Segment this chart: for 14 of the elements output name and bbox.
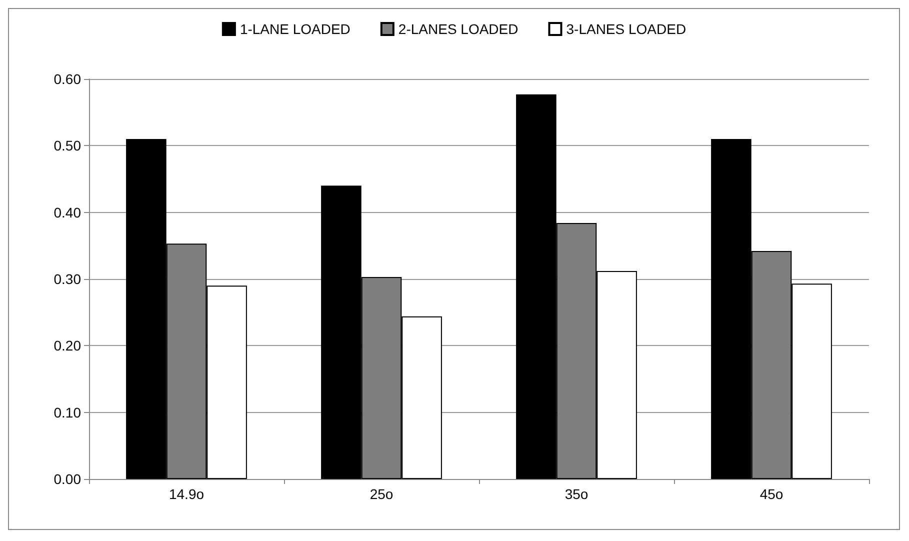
y-tick-label: 0.60	[54, 71, 82, 87]
x-tick-label: 25o	[370, 486, 394, 502]
y-tick-label: 0.10	[54, 404, 82, 420]
x-tick-label: 35o	[564, 486, 588, 502]
y-tick-label: 0.00	[54, 471, 82, 487]
legend-label: 1-LANE LOADED	[240, 21, 350, 37]
y-tick-label: 0.30	[54, 271, 82, 287]
y-tick-label: 0.50	[54, 138, 82, 154]
y-tick-label: 0.20	[54, 338, 82, 354]
legend-label: 2-LANES LOADED	[398, 21, 518, 37]
x-tick-label: 45o	[760, 486, 784, 502]
legend-label: 3-LANES LOADED	[566, 21, 686, 37]
y-tick-label: 0.40	[54, 204, 82, 220]
x-tick-label: 14.9o	[168, 486, 204, 502]
